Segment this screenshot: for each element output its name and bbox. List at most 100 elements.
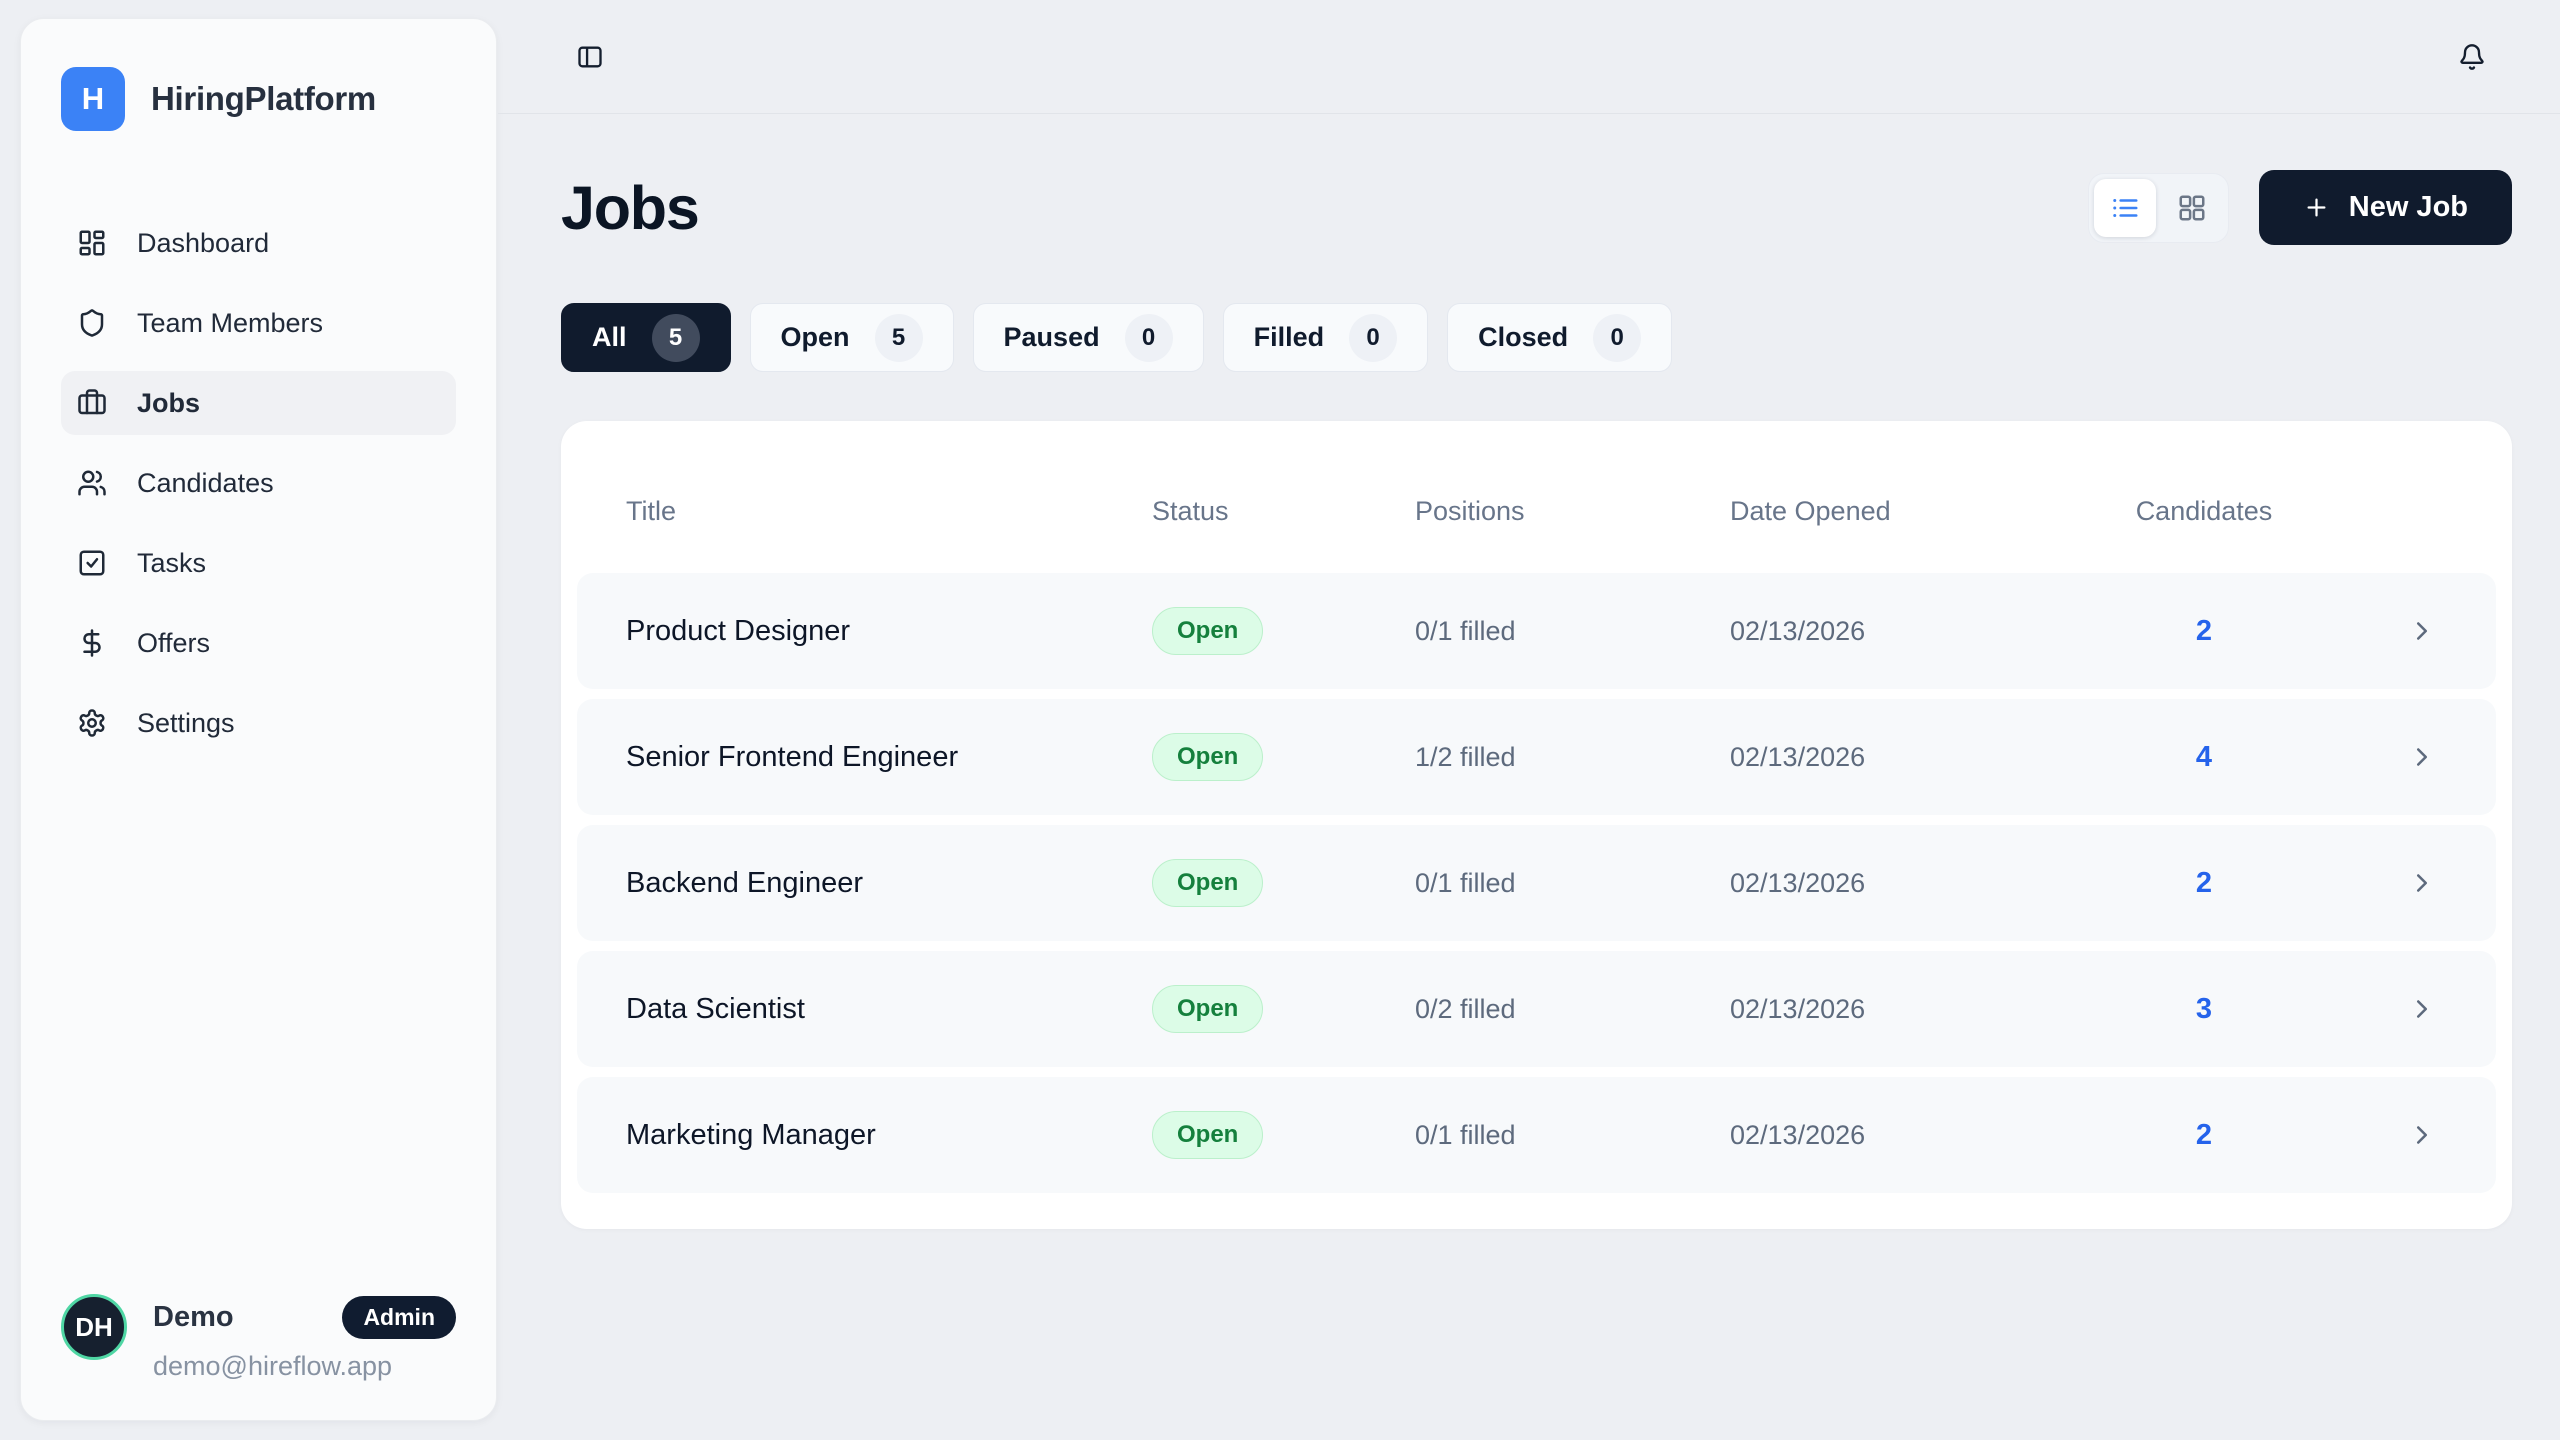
avatar-initials: DH bbox=[75, 1311, 113, 1342]
job-positions-cell: 0/2 filled bbox=[1415, 993, 1516, 1024]
app-title: HiringPlatform bbox=[151, 80, 376, 117]
row-open-button[interactable] bbox=[2407, 616, 2437, 646]
sidebar-item-label: Tasks bbox=[137, 547, 207, 578]
column-header-title: Title bbox=[626, 495, 677, 526]
job-title-cell: Backend Engineer bbox=[626, 866, 863, 899]
sidebar-item-label: Offers bbox=[137, 627, 211, 658]
filter-label: All bbox=[592, 322, 627, 352]
table-row-backend-engineer[interactable]: Backend Engineer Open 0/1 filled 02/13/2… bbox=[577, 825, 2496, 941]
new-job-label: New Job bbox=[2348, 191, 2468, 223]
status-filters: All 5 Open 5 Paused 0 Filled 0 Closed 0 bbox=[561, 303, 2512, 372]
filter-label: Open bbox=[780, 322, 850, 352]
sidebar-item-label: Settings bbox=[137, 707, 235, 738]
job-title-cell: Marketing Manager bbox=[626, 1118, 876, 1151]
chevron-right-icon bbox=[2407, 868, 2437, 898]
filter-tab-all[interactable]: All 5 bbox=[561, 303, 731, 372]
job-candidates-count[interactable]: 2 bbox=[2195, 1118, 2213, 1151]
sidebar-nav: Dashboard Team Members Jobs Candidates T… bbox=[61, 211, 456, 755]
filter-tab-paused[interactable]: Paused 0 bbox=[972, 303, 1204, 372]
list-view-button[interactable] bbox=[2093, 178, 2156, 237]
filter-count: 0 bbox=[1124, 313, 1173, 362]
new-job-button[interactable]: New Job bbox=[2258, 170, 2512, 245]
brand: H HiringPlatform bbox=[61, 67, 456, 131]
sidebar-item-team-members[interactable]: Team Members bbox=[61, 291, 456, 355]
jobs-table-card: Title Status Positions Date Opened Candidate… bbox=[561, 421, 2512, 1229]
avatar: DH bbox=[61, 1294, 127, 1360]
job-date-opened-cell: 02/13/2026 bbox=[1730, 993, 1866, 1024]
job-candidates-count[interactable]: 2 bbox=[2195, 614, 2213, 647]
filter-tab-filled[interactable]: Filled 0 bbox=[1222, 303, 1429, 372]
status-badge: Open bbox=[1152, 1111, 1264, 1159]
job-title-cell: Data Scientist bbox=[626, 992, 805, 1025]
job-status-cell: Open bbox=[1152, 985, 1264, 1033]
filter-tab-open[interactable]: Open 5 bbox=[749, 303, 954, 372]
table-row-marketing-manager[interactable]: Marketing Manager Open 0/1 filled 02/13/… bbox=[577, 1077, 2496, 1193]
job-candidates-count[interactable]: 2 bbox=[2195, 866, 2213, 899]
user-name: Demo bbox=[153, 1301, 234, 1333]
filter-label: Filled bbox=[1253, 322, 1325, 352]
grid-view-icon bbox=[2177, 193, 2207, 223]
user-card[interactable]: DH Demo Admin demo@hireflow.app bbox=[61, 1294, 456, 1382]
job-status-cell: Open bbox=[1152, 733, 1264, 781]
panel-left-icon bbox=[576, 43, 604, 71]
sidebar-item-label: Jobs bbox=[137, 387, 201, 418]
table-row-data-scientist[interactable]: Data Scientist Open 0/2 filled 02/13/202… bbox=[577, 951, 2496, 1067]
plus-icon bbox=[2303, 194, 2330, 221]
job-positions-cell: 0/1 filled bbox=[1415, 867, 1516, 898]
notifications-button[interactable] bbox=[2458, 43, 2486, 71]
table-row-product-designer[interactable]: Product Designer Open 0/1 filled 02/13/2… bbox=[577, 573, 2496, 689]
sidebar-item-candidates[interactable]: Candidates bbox=[61, 451, 456, 515]
filter-count: 0 bbox=[1593, 313, 1642, 362]
view-toggle bbox=[2087, 172, 2229, 243]
filter-count: 0 bbox=[1349, 313, 1398, 362]
job-status-cell: Open bbox=[1152, 1111, 1264, 1159]
job-date-opened-cell: 02/13/2026 bbox=[1730, 867, 1866, 898]
topbar bbox=[498, 0, 2560, 114]
user-info: Demo Admin demo@hireflow.app bbox=[153, 1294, 456, 1382]
sidebar-toggle-button[interactable] bbox=[576, 43, 604, 71]
table-header-row: Title Status Positions Date Opened Candidate… bbox=[577, 461, 2496, 561]
users-icon bbox=[77, 468, 107, 498]
grid-view-button[interactable] bbox=[2161, 179, 2223, 237]
dashboard-icon bbox=[77, 228, 107, 258]
chevron-right-icon bbox=[2407, 742, 2437, 772]
gear-icon bbox=[77, 708, 107, 738]
row-open-button[interactable] bbox=[2407, 1120, 2437, 1150]
row-open-button[interactable] bbox=[2407, 868, 2437, 898]
sidebar-item-settings[interactable]: Settings bbox=[61, 691, 456, 755]
list-view-icon bbox=[2110, 193, 2140, 223]
dollar-icon bbox=[77, 628, 107, 658]
column-header-positions: Positions bbox=[1415, 495, 1525, 526]
chevron-right-icon bbox=[2407, 1120, 2437, 1150]
status-badge: Open bbox=[1152, 985, 1264, 1033]
sidebar-item-offers[interactable]: Offers bbox=[61, 611, 456, 675]
table-row-senior-frontend-engineer[interactable]: Senior Frontend Engineer Open 1/2 filled… bbox=[577, 699, 2496, 815]
job-title-cell: Senior Frontend Engineer bbox=[626, 740, 959, 773]
job-candidates-count[interactable]: 3 bbox=[2195, 992, 2213, 1025]
chevron-right-icon bbox=[2407, 994, 2437, 1024]
filter-label: Closed bbox=[1478, 322, 1569, 352]
table-body: Product Designer Open 0/1 filled 02/13/2… bbox=[577, 573, 2496, 1193]
content: Jobs bbox=[498, 170, 2560, 1229]
header-actions: New Job bbox=[2087, 170, 2512, 245]
column-header-date-opened: Date Opened bbox=[1730, 495, 1891, 526]
tasks-icon bbox=[77, 548, 107, 578]
job-status-cell: Open bbox=[1152, 859, 1264, 907]
job-candidates-count[interactable]: 4 bbox=[2195, 740, 2213, 773]
bell-icon bbox=[2458, 43, 2486, 71]
sidebar-item-label: Candidates bbox=[137, 467, 274, 498]
row-open-button[interactable] bbox=[2407, 742, 2437, 772]
filter-tab-closed[interactable]: Closed 0 bbox=[1447, 303, 1673, 372]
column-header-status: Status bbox=[1152, 495, 1229, 526]
job-date-opened-cell: 02/13/2026 bbox=[1730, 615, 1866, 646]
job-status-cell: Open bbox=[1152, 607, 1264, 655]
sidebar-item-tasks[interactable]: Tasks bbox=[61, 531, 456, 595]
user-email: demo@hireflow.app bbox=[153, 1351, 393, 1381]
job-positions-cell: 1/2 filled bbox=[1415, 741, 1516, 772]
row-open-button[interactable] bbox=[2407, 994, 2437, 1024]
column-header-candidates: Candidates bbox=[2135, 495, 2273, 526]
sidebar-item-jobs[interactable]: Jobs bbox=[61, 371, 456, 435]
sidebar-item-dashboard[interactable]: Dashboard bbox=[61, 211, 456, 275]
sidebar-item-label: Dashboard bbox=[137, 227, 270, 258]
